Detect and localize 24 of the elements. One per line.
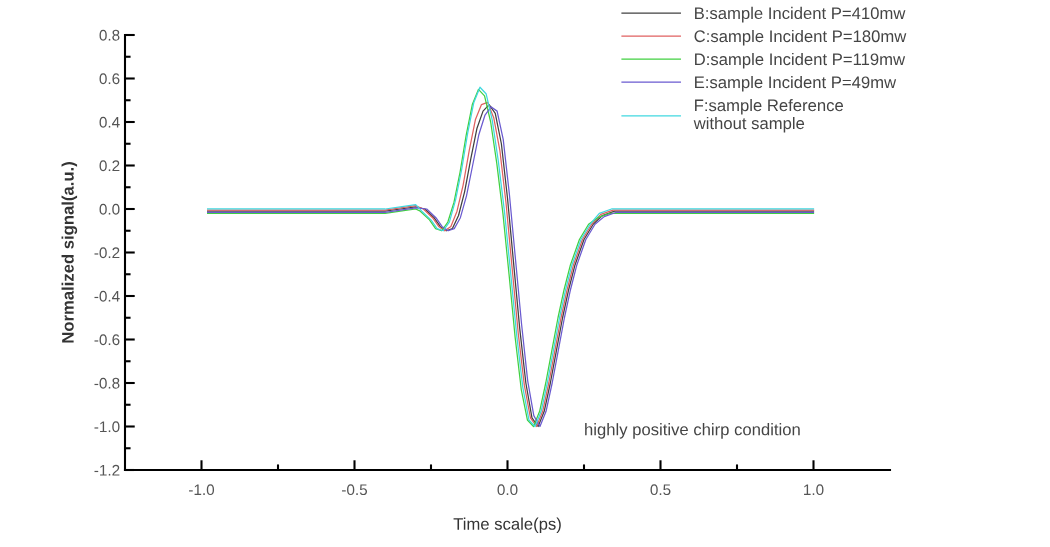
y-tick-label: -1.2: [94, 464, 120, 476]
legend-label: D:sample Incident P=119mw: [695, 52, 906, 69]
x-tick-label: 1.0: [804, 484, 824, 496]
legend-label: F:sample Reference without sample: [693, 99, 844, 133]
y-axis-title: Normalized signal(a.u.): [61, 162, 78, 343]
legend-label: B:sample Incident P=410mw: [695, 6, 906, 23]
legend-label: E:sample Incident P=49mw: [695, 75, 897, 92]
y-tick-label: -0.2: [94, 247, 120, 259]
y-tick-label: -0.4: [94, 290, 120, 302]
x-tick-label: -1.0: [189, 484, 215, 496]
legend-label: C:sample Incident P=180mw: [694, 29, 907, 46]
x-tick-label: 0.5: [650, 484, 671, 496]
x-tick-label: 0.0: [497, 484, 518, 496]
y-tick-label: 0.0: [99, 203, 120, 215]
x-tick-label: -0.5: [342, 484, 368, 496]
y-tick-label: 0.4: [99, 116, 120, 128]
y-tick-label: 0.2: [99, 160, 120, 172]
y-tick-label: -0.6: [94, 334, 120, 346]
annotation: highly positive chirp condition: [585, 423, 800, 439]
y-tick-label: 0.6: [99, 73, 120, 85]
y-tick-label: 0.8: [99, 29, 120, 41]
y-tick-label: -1.0: [94, 421, 120, 433]
y-tick-label: -0.8: [94, 377, 120, 389]
x-axis-title: Time scale(ps): [453, 517, 561, 534]
